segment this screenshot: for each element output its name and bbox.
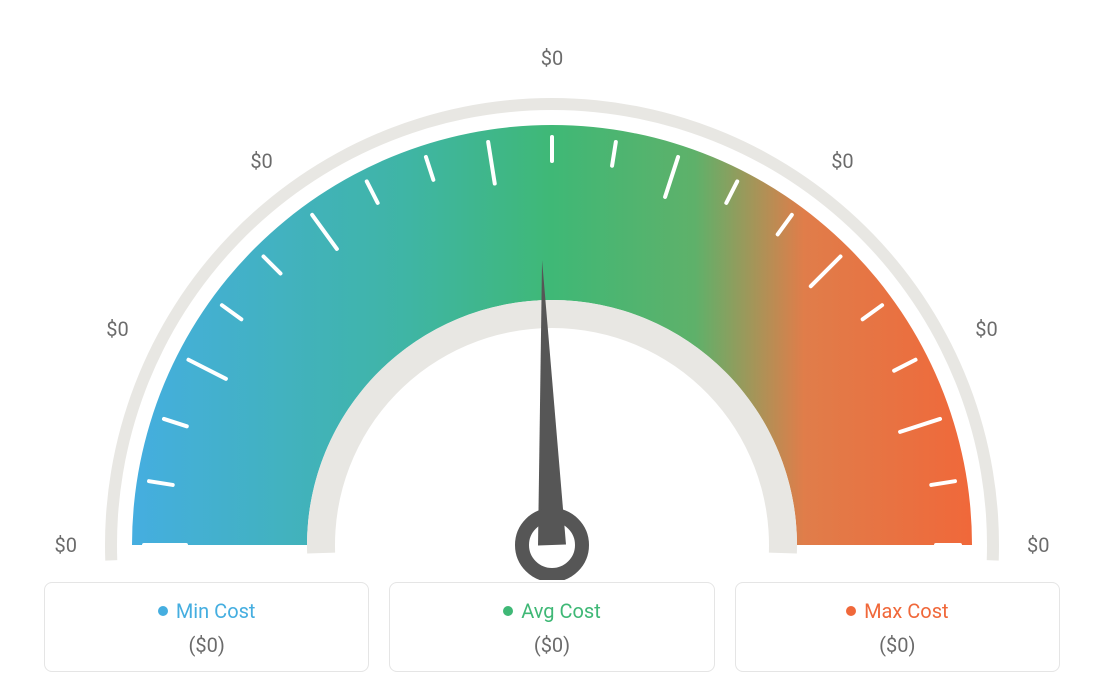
legend-value-max: ($0) (746, 633, 1049, 657)
legend-title-avg: Avg Cost (521, 599, 601, 623)
gauge-scale-label: $0 (106, 317, 128, 341)
legend-value-min: ($0) (55, 633, 358, 657)
gauge-scale-label: $0 (55, 533, 77, 557)
gauge-scale-label: $0 (831, 149, 853, 173)
gauge-scale-label: $0 (975, 317, 997, 341)
gauge-chart: $0 $0 $0 $0 $0 $0 $0 (52, 20, 1052, 580)
legend-title-min: Min Cost (176, 599, 256, 623)
gauge-scale-label: $0 (541, 46, 563, 70)
gauge-scale-label: $0 (250, 149, 272, 173)
gauge-svg (52, 20, 1052, 580)
gauge-scale-label: $0 (1027, 533, 1049, 557)
legend-title-max: Max Cost (864, 599, 949, 623)
legend-card-min: Min Cost ($0) (44, 582, 369, 672)
legend-card-avg: Avg Cost ($0) (389, 582, 714, 672)
legend-dot-max (846, 606, 856, 616)
legend-dot-avg (503, 606, 513, 616)
legend-dot-min (158, 606, 168, 616)
legend-row: Min Cost ($0) Avg Cost ($0) Max Cost ($0… (44, 582, 1060, 672)
legend-value-avg: ($0) (400, 633, 703, 657)
legend-card-max: Max Cost ($0) (735, 582, 1060, 672)
